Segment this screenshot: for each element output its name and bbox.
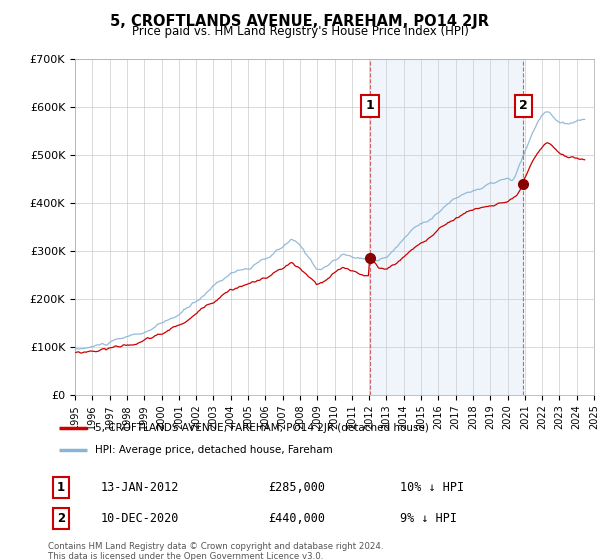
Text: 9% ↓ HPI: 9% ↓ HPI (400, 512, 457, 525)
Text: 10% ↓ HPI: 10% ↓ HPI (400, 481, 464, 494)
Text: 10-DEC-2020: 10-DEC-2020 (101, 512, 179, 525)
Text: HPI: Average price, detached house, Fareham: HPI: Average price, detached house, Fare… (95, 445, 333, 455)
Text: Price paid vs. HM Land Registry's House Price Index (HPI): Price paid vs. HM Land Registry's House … (131, 25, 469, 38)
Text: 5, CROFTLANDS AVENUE, FAREHAM, PO14 2JR: 5, CROFTLANDS AVENUE, FAREHAM, PO14 2JR (110, 14, 490, 29)
Bar (370, 59, 523, 395)
Text: £285,000: £285,000 (269, 481, 325, 494)
Text: 1: 1 (365, 99, 374, 113)
Text: £440,000: £440,000 (269, 512, 325, 525)
Text: Contains HM Land Registry data © Crown copyright and database right 2024.
This d: Contains HM Land Registry data © Crown c… (48, 542, 383, 560)
Text: 2: 2 (519, 99, 528, 113)
Text: 1: 1 (57, 481, 65, 494)
Text: 5, CROFTLANDS AVENUE, FAREHAM, PO14 2JR (detached house): 5, CROFTLANDS AVENUE, FAREHAM, PO14 2JR … (95, 423, 429, 433)
Text: 13-JAN-2012: 13-JAN-2012 (101, 481, 179, 494)
Text: 2: 2 (57, 512, 65, 525)
